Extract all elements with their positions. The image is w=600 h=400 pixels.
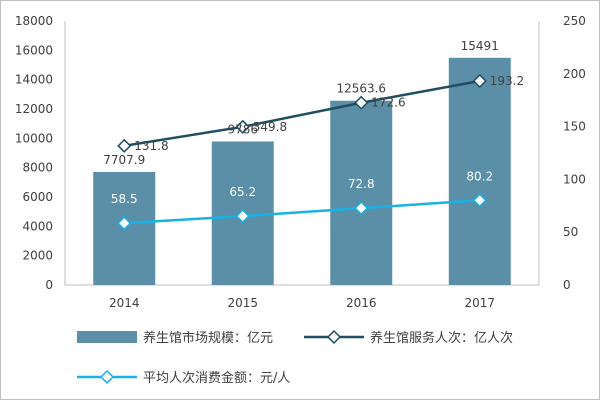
bar-value-label: 12563.6: [336, 82, 386, 96]
line-point-average: [235, 209, 250, 224]
bar-value-label: 9786: [227, 122, 258, 136]
y-right-tick-label: 250: [563, 14, 586, 28]
legend-label-service: 养生馆服务人次：亿人次: [370, 330, 513, 346]
y-left-tick-label: 6000: [22, 190, 53, 204]
average-value-label: 80.2: [466, 169, 493, 183]
average-value-label: 72.8: [348, 177, 375, 191]
y-left-tick-label: 4000: [22, 219, 53, 233]
y-left-tick-label: 8000: [22, 161, 53, 175]
y-right-tick-label: 50: [563, 225, 578, 239]
y-right-tick-label: 100: [563, 172, 586, 186]
line-point-service: [354, 95, 369, 110]
line-point-average: [354, 201, 369, 216]
legend-label-average: 平均人次消费金额：元/人: [143, 370, 290, 386]
y-left-tick-label: 14000: [15, 73, 53, 87]
legend-marker-average: [99, 369, 115, 385]
line-point-service: [472, 73, 487, 89]
bar-value-label: 15491: [461, 39, 499, 53]
y-left-tick-label: 16000: [15, 43, 53, 57]
x-tick-label: 2015: [227, 296, 258, 310]
bar: [330, 100, 393, 286]
x-tick-label: 2017: [464, 296, 495, 310]
service-value-label: 193.2: [490, 74, 524, 88]
line-series-service: [124, 79, 480, 148]
y-right-tick-label: 0: [563, 278, 571, 292]
bar: [448, 57, 511, 285]
line-series-average: [124, 199, 480, 225]
y-left-tick-label: 18000: [15, 14, 53, 28]
line-point-service: [117, 138, 132, 153]
legend-marker-service: [326, 329, 342, 345]
y-left-tick-label: 12000: [15, 102, 53, 116]
service-value-label: 349.8: [253, 120, 287, 134]
y-right-tick-label: 200: [563, 67, 586, 81]
legend-swatch-bar: [77, 331, 137, 343]
legend-label-bar: 养生馆市场规模：亿元: [143, 330, 273, 346]
average-value-label: 58.5: [111, 192, 138, 206]
y-right-tick-label: 150: [563, 120, 586, 134]
line-point-service: [235, 119, 250, 134]
service-value-label: 131.8: [134, 139, 168, 153]
x-tick-label: 2016: [346, 296, 377, 310]
line-point-average: [117, 216, 132, 231]
average-value-label: 65.2: [229, 185, 256, 199]
service-value-label: 172.6: [371, 96, 405, 110]
x-tick-label: 2014: [109, 296, 140, 310]
bar-value-label: 7707.9: [103, 153, 145, 167]
y-left-tick-label: 2000: [22, 249, 53, 263]
line-point-average: [472, 193, 487, 208]
y-left-tick-label: 10000: [15, 131, 53, 145]
y-left-tick-label: 0: [45, 278, 53, 292]
